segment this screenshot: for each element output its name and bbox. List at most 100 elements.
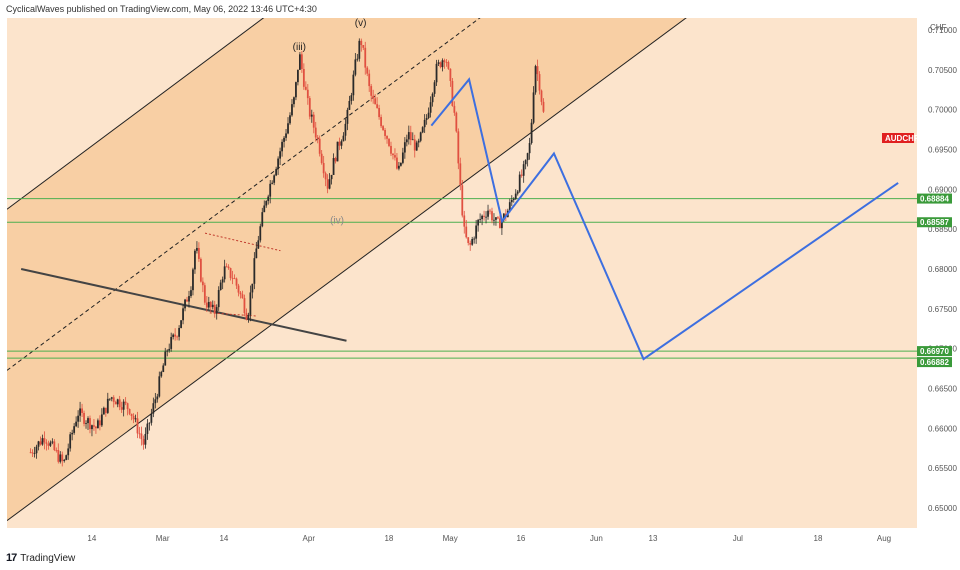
candle-body-179 bbox=[384, 129, 386, 136]
candle-body-10 bbox=[49, 442, 52, 446]
candle-body-88 bbox=[203, 285, 206, 303]
candle-body-53 bbox=[134, 418, 137, 420]
candle-body-56 bbox=[140, 433, 143, 440]
x-tick-label-11: Aug bbox=[877, 534, 891, 543]
candle-body-30 bbox=[89, 418, 91, 430]
candle-body-208 bbox=[441, 60, 444, 68]
candle-body-227 bbox=[479, 219, 482, 220]
candle-body-108 bbox=[243, 298, 246, 314]
candle-body-37 bbox=[102, 407, 105, 415]
candle-body-171 bbox=[368, 73, 371, 87]
symbol-tag-bg bbox=[882, 133, 914, 143]
candle-body-32 bbox=[93, 425, 95, 427]
candle-body-78 bbox=[184, 299, 186, 309]
candle-body-224 bbox=[473, 238, 476, 240]
candle-body-106 bbox=[239, 292, 242, 295]
y-tick-label-3: 0.69500 bbox=[928, 145, 957, 154]
candle-body-185 bbox=[396, 157, 398, 169]
channel-upper-line bbox=[7, 18, 265, 210]
candle-body-39 bbox=[106, 398, 109, 413]
candle-body-54 bbox=[136, 418, 139, 434]
candle-body-114 bbox=[255, 248, 258, 259]
candle-body-22 bbox=[73, 426, 76, 433]
candle-body-92 bbox=[211, 304, 214, 308]
candle-body-48 bbox=[124, 401, 127, 404]
x-tick-label-6: 16 bbox=[516, 534, 525, 543]
candle-body-248 bbox=[520, 174, 523, 176]
candle-body-141 bbox=[308, 98, 311, 117]
candle-body-44 bbox=[116, 399, 119, 405]
candle-body-71 bbox=[170, 336, 173, 349]
candle-body-204 bbox=[433, 82, 436, 94]
candle-body-169 bbox=[364, 47, 367, 68]
candle-body-4 bbox=[37, 441, 40, 447]
candle-body-237 bbox=[499, 218, 501, 229]
candle-body-244 bbox=[512, 198, 515, 201]
candle-body-210 bbox=[445, 61, 448, 63]
candle-body-75 bbox=[178, 327, 180, 337]
candle-body-150 bbox=[326, 179, 329, 189]
candle-body-68 bbox=[164, 351, 167, 366]
candle-body-97 bbox=[221, 279, 224, 283]
candle-body-236 bbox=[497, 217, 499, 219]
candle-body-146 bbox=[318, 138, 321, 154]
candle-body-143 bbox=[312, 114, 315, 128]
candle-body-164 bbox=[354, 59, 357, 75]
candle-body-168 bbox=[362, 45, 365, 48]
y-tick-label-5: 0.68500 bbox=[928, 225, 957, 234]
x-tick-label-0: 14 bbox=[87, 534, 96, 543]
candle-body-42 bbox=[112, 397, 115, 402]
candle-body-178 bbox=[382, 126, 384, 130]
candle-body-101 bbox=[229, 268, 232, 278]
candle-body-154 bbox=[334, 158, 337, 162]
candle-body-83 bbox=[194, 250, 196, 270]
candle-body-62 bbox=[152, 403, 155, 414]
candle-body-250 bbox=[524, 160, 527, 165]
candle-body-72 bbox=[172, 334, 175, 337]
candle-body-243 bbox=[510, 200, 513, 203]
candle-body-156 bbox=[338, 141, 341, 146]
candle-body-136 bbox=[298, 54, 301, 70]
candle-body-57 bbox=[142, 439, 145, 445]
candle-body-247 bbox=[518, 174, 521, 192]
candle-body-209 bbox=[443, 60, 446, 62]
candle-body-199 bbox=[423, 119, 426, 128]
candle-body-153 bbox=[332, 158, 335, 175]
candle-body-223 bbox=[471, 239, 474, 245]
candle-body-135 bbox=[297, 69, 299, 83]
candle-body-191 bbox=[407, 132, 410, 140]
candle-body-128 bbox=[283, 137, 285, 142]
candle-body-162 bbox=[350, 95, 353, 101]
candle-body-131 bbox=[289, 115, 291, 124]
candle-body-61 bbox=[150, 413, 153, 423]
candle-body-86 bbox=[199, 258, 202, 282]
wave-label-2: (iv) bbox=[330, 216, 344, 227]
candle-body-119 bbox=[265, 201, 268, 206]
tradingview-brand-label: TradingView bbox=[20, 552, 76, 564]
candle-body-200 bbox=[425, 117, 428, 120]
candle-body-23 bbox=[75, 421, 78, 427]
candle-body-148 bbox=[322, 162, 325, 174]
candle-body-80 bbox=[188, 296, 190, 302]
tradingview-branding[interactable]: 17 TradingView bbox=[6, 552, 75, 564]
candle-body-64 bbox=[156, 396, 159, 400]
candle-body-257 bbox=[538, 74, 541, 91]
triangle-upper-line bbox=[204, 232, 281, 252]
y-tick-label-2: 0.70000 bbox=[928, 106, 957, 115]
candle-body-161 bbox=[348, 100, 351, 110]
candle-body-207 bbox=[439, 62, 442, 68]
candle-body-152 bbox=[330, 174, 333, 180]
candle-body-28 bbox=[85, 423, 87, 424]
candle-body-259 bbox=[542, 101, 545, 112]
candle-body-109 bbox=[245, 313, 248, 320]
candle-body-0 bbox=[29, 452, 32, 454]
candle-body-197 bbox=[419, 132, 422, 141]
price-tag-2: 0.66970 bbox=[920, 347, 949, 356]
candle-body-90 bbox=[207, 301, 210, 308]
price-tag-bg-1 bbox=[917, 217, 952, 228]
y-tick-label-4: 0.69000 bbox=[928, 185, 957, 194]
candle-body-172 bbox=[370, 86, 373, 96]
candle-body-173 bbox=[372, 95, 375, 99]
candle-body-102 bbox=[231, 277, 234, 279]
